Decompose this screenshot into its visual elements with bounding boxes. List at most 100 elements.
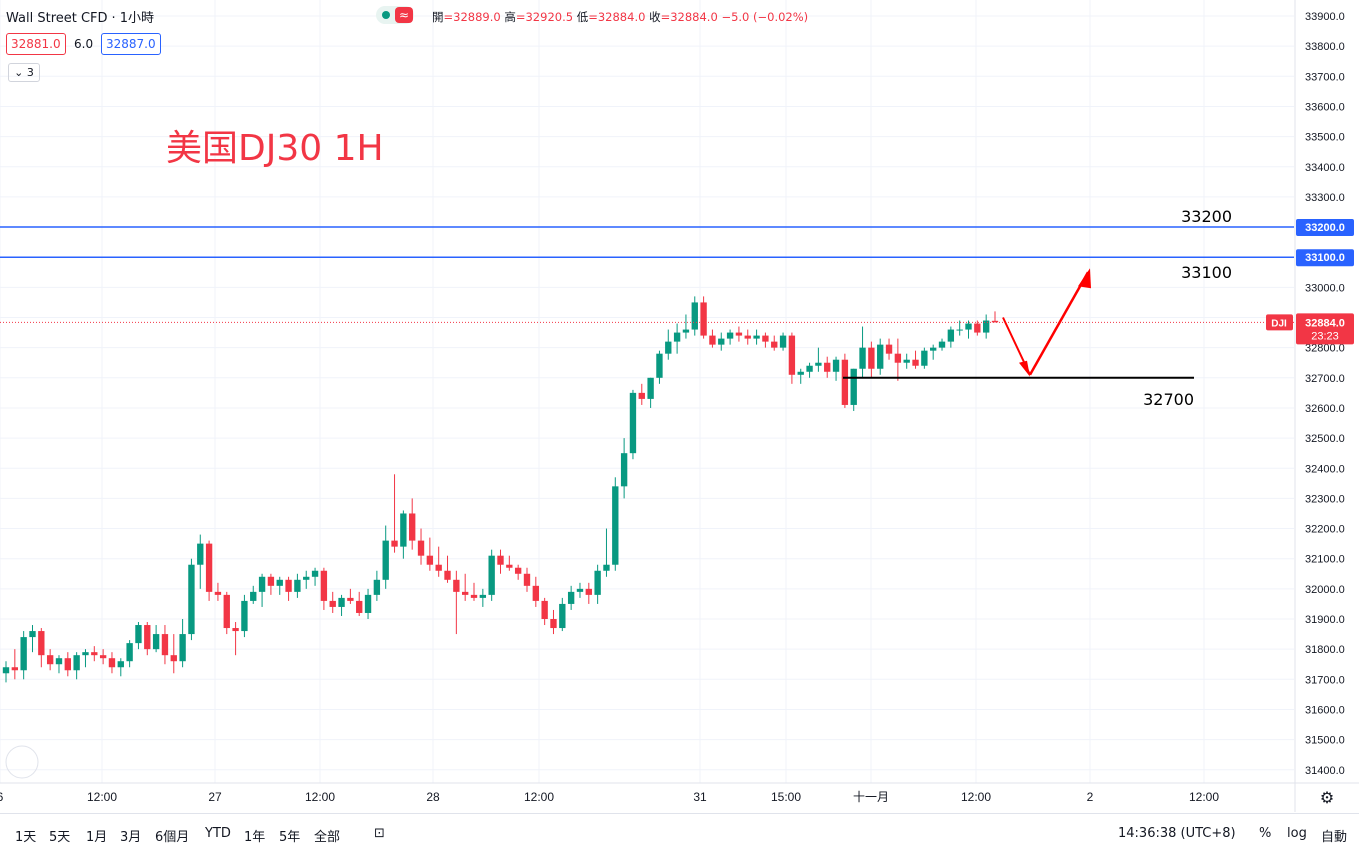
price-tick-label: 32700.0: [1305, 373, 1345, 385]
candle-body: [205, 543, 213, 592]
candle-body: [444, 570, 451, 580]
level-label-33200: 33200: [1181, 207, 1232, 226]
candle-body: [629, 392, 637, 454]
price-tick-label: 31600.0: [1305, 704, 1345, 716]
candle-body: [108, 658, 116, 668]
settings-gear-icon: ⚙: [1320, 788, 1334, 807]
candle-body: [762, 335, 769, 342]
range-button-3[interactable]: 3月: [120, 830, 142, 845]
high-label: 高: [504, 10, 516, 24]
candle-body: [638, 392, 645, 399]
log-scale-button[interactable]: log: [1287, 826, 1307, 841]
candle-body: [11, 667, 19, 671]
range-button-6[interactable]: 1年: [244, 830, 266, 845]
high-value: =32920.5: [515, 10, 574, 24]
candle-body: [276, 579, 283, 586]
candle-body: [885, 344, 893, 354]
candle-body: [921, 350, 928, 366]
candle-body: [497, 555, 504, 565]
candle-body: [612, 486, 619, 565]
candle-body: [161, 634, 169, 656]
close-value: =32884.0: [660, 10, 718, 24]
candle-body: [29, 631, 36, 638]
price-tick-label: 32800.0: [1305, 343, 1345, 355]
range-button-1[interactable]: 5天: [49, 830, 71, 845]
candle-body: [409, 513, 416, 541]
open-value: =32889.0: [443, 10, 501, 24]
time-tick-label: 15:00: [771, 790, 801, 804]
candle-body: [2, 667, 10, 674]
range-button-7[interactable]: 5年: [279, 830, 301, 845]
candle-body: [241, 600, 248, 632]
range-button-2[interactable]: 1月: [86, 830, 108, 845]
time-tick-label: 十一月: [853, 790, 889, 804]
range-button-8[interactable]: 全部: [314, 830, 341, 845]
candle-body: [488, 555, 495, 595]
candle-body: [64, 658, 71, 671]
price-tick-label: 32600.0: [1305, 403, 1345, 415]
candle-body: [117, 661, 124, 668]
candle-body: [938, 341, 946, 348]
candle-body: [903, 359, 910, 363]
candle-body: [620, 453, 628, 487]
clock-readout[interactable]: 14:36:38 (UTC+8): [1118, 826, 1236, 841]
candle-body: [303, 576, 310, 580]
ask-price-button[interactable]: 32887.0: [101, 33, 161, 55]
close-label: 收: [649, 10, 661, 24]
candle-body: [400, 513, 407, 547]
candle-body: [523, 573, 531, 586]
candle-body: [709, 335, 716, 345]
level-axis-tag: 33100.0: [1305, 252, 1345, 264]
indicators-toggle[interactable]: ⌄ 3: [8, 63, 40, 82]
percent-scale-button[interactable]: %: [1259, 826, 1272, 841]
market-status-pill[interactable]: ≈: [376, 6, 414, 24]
candle-body: [417, 540, 425, 556]
bid-price-button[interactable]: 32881.0: [6, 33, 66, 55]
last-price-tag: 32884.0: [1305, 317, 1345, 329]
candle-body: [594, 570, 601, 595]
ohlc-readout: 開=32889.0 高=32920.5 低=32884.0 收=32884.0 …: [432, 9, 808, 25]
candle-body: [877, 344, 884, 369]
candle-body: [232, 628, 239, 632]
candle-body: [329, 600, 336, 607]
candle-body: [179, 634, 186, 662]
candle-body: [700, 302, 707, 336]
candle-body: [267, 576, 275, 586]
date-range-icon[interactable]: ⊡: [374, 826, 385, 841]
symbol-name[interactable]: Wall Street CFD: [6, 11, 108, 26]
candle-body: [744, 335, 751, 339]
range-button-5[interactable]: YTD: [205, 826, 231, 841]
candle-body: [868, 347, 875, 369]
price-tick-label: 31900.0: [1305, 614, 1345, 626]
candle-body: [991, 320, 999, 323]
candle-body: [982, 320, 990, 333]
candle-body: [576, 588, 584, 592]
candle-body: [824, 362, 831, 372]
price-chart[interactable]: 31400.0 31500.0 31600.0 31700.0 31800.0 31900…: [0, 0, 1359, 812]
candle-body: [894, 353, 902, 363]
candle-body: [541, 600, 548, 619]
change-value: −5.0 (−0.02%): [721, 10, 809, 24]
candle-body: [567, 591, 575, 604]
candle-body: [55, 658, 63, 665]
range-button-0[interactable]: 1天: [15, 830, 37, 845]
candle-body: [947, 329, 955, 342]
interval-label[interactable]: 1小時: [119, 11, 154, 26]
candle-body: [815, 362, 822, 366]
price-tick-label: 32300.0: [1305, 493, 1345, 505]
range-button-4[interactable]: 6個月: [155, 830, 190, 845]
price-tick-label: 33500.0: [1305, 132, 1345, 144]
auto-scale-button[interactable]: 自動: [1321, 830, 1348, 845]
candle-body: [965, 323, 972, 330]
candle-body: [82, 652, 89, 656]
countdown-tag: 23:23: [1311, 330, 1339, 342]
level-axis-tag: 33200.0: [1305, 222, 1345, 234]
projection-arrowhead-up: [1078, 268, 1091, 289]
time-tick-label: 28: [426, 790, 440, 804]
candle-body: [735, 332, 743, 336]
candle-body: [559, 603, 566, 629]
candle-body: [170, 655, 177, 662]
candle-body: [426, 555, 434, 565]
time-tick-label: 2: [1087, 790, 1094, 804]
candle-body: [647, 377, 654, 399]
